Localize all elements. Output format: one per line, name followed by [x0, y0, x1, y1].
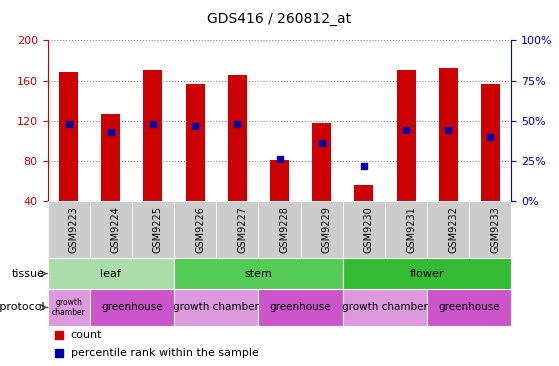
Point: [55, 350, 64, 356]
Bar: [258, 201, 301, 258]
Text: GSM9231: GSM9231: [406, 206, 416, 253]
Text: GSM9227: GSM9227: [238, 206, 247, 253]
Bar: [470, 201, 511, 258]
Point: [317, 141, 326, 146]
Text: tissue: tissue: [12, 269, 45, 279]
Bar: [427, 201, 470, 258]
Bar: [48, 289, 89, 326]
Text: GSM9232: GSM9232: [448, 206, 458, 253]
Bar: [439, 68, 458, 201]
Text: GSM9226: GSM9226: [195, 206, 205, 253]
Text: flower: flower: [410, 269, 444, 279]
Point: [55, 332, 64, 338]
Text: count: count: [71, 330, 102, 340]
Text: GSM9230: GSM9230: [364, 206, 374, 253]
Bar: [301, 201, 343, 258]
Text: stem: stem: [244, 269, 272, 279]
Bar: [89, 289, 174, 326]
Bar: [216, 201, 258, 258]
Text: GSM9225: GSM9225: [153, 206, 163, 253]
Bar: [385, 201, 427, 258]
Text: percentile rank within the sample: percentile rank within the sample: [71, 348, 259, 358]
Bar: [270, 160, 289, 201]
Bar: [481, 83, 500, 201]
Text: growth chamber: growth chamber: [173, 302, 259, 313]
Bar: [354, 185, 373, 201]
Bar: [186, 83, 205, 201]
Bar: [144, 70, 163, 201]
Bar: [396, 70, 415, 201]
Bar: [258, 289, 343, 326]
Text: growth
chamber: growth chamber: [51, 298, 86, 317]
Text: leaf: leaf: [101, 269, 121, 279]
Text: greenhouse: greenhouse: [438, 302, 500, 313]
Bar: [101, 114, 120, 201]
Bar: [59, 72, 78, 201]
Text: greenhouse: greenhouse: [101, 302, 163, 313]
Bar: [48, 201, 89, 258]
Bar: [132, 201, 174, 258]
Text: GDS416 / 260812_at: GDS416 / 260812_at: [207, 12, 352, 26]
Bar: [228, 75, 247, 201]
Text: GSM9228: GSM9228: [280, 206, 290, 253]
Point: [486, 134, 495, 140]
Text: GSM9224: GSM9224: [111, 206, 121, 253]
Text: GSM9229: GSM9229: [321, 206, 331, 253]
Bar: [48, 258, 174, 289]
Point: [275, 157, 284, 163]
Text: growth chamber: growth chamber: [342, 302, 428, 313]
Bar: [89, 201, 132, 258]
Bar: [343, 258, 511, 289]
Point: [64, 121, 73, 127]
Bar: [174, 201, 216, 258]
Text: GSM9233: GSM9233: [490, 206, 500, 253]
Point: [401, 127, 410, 133]
Point: [191, 123, 200, 128]
Bar: [312, 123, 331, 201]
Point: [233, 121, 242, 127]
Point: [149, 121, 158, 127]
Bar: [343, 289, 427, 326]
Text: growth protocol: growth protocol: [0, 302, 45, 313]
Point: [106, 129, 115, 135]
Bar: [343, 201, 385, 258]
Point: [359, 163, 368, 169]
Text: greenhouse: greenhouse: [270, 302, 331, 313]
Bar: [427, 289, 511, 326]
Text: GSM9223: GSM9223: [69, 206, 79, 253]
Bar: [174, 289, 258, 326]
Bar: [174, 258, 343, 289]
Point: [444, 127, 453, 133]
